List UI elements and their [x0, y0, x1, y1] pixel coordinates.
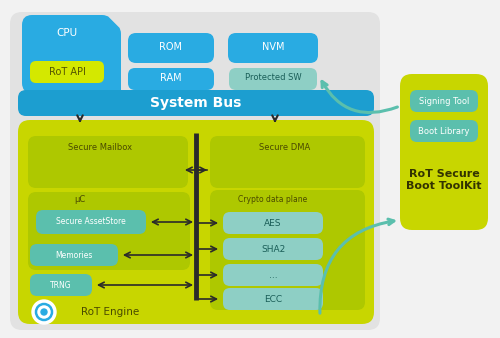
FancyBboxPatch shape	[30, 274, 92, 296]
Text: RoT Secure
Boot ToolKit: RoT Secure Boot ToolKit	[406, 169, 482, 191]
FancyBboxPatch shape	[28, 21, 118, 99]
Text: Signing Tool: Signing Tool	[419, 97, 469, 105]
Circle shape	[41, 309, 47, 315]
FancyBboxPatch shape	[228, 33, 318, 63]
Text: Crypto data plane: Crypto data plane	[238, 195, 308, 204]
FancyBboxPatch shape	[128, 68, 214, 90]
FancyBboxPatch shape	[128, 33, 214, 63]
FancyBboxPatch shape	[410, 90, 478, 112]
Text: ROM: ROM	[160, 42, 182, 52]
Text: Boot Library: Boot Library	[418, 126, 470, 136]
FancyBboxPatch shape	[223, 264, 323, 286]
FancyBboxPatch shape	[36, 210, 146, 234]
Text: TRNG: TRNG	[50, 281, 72, 290]
Text: ECC: ECC	[264, 294, 282, 304]
Text: NVM: NVM	[262, 42, 284, 52]
FancyBboxPatch shape	[400, 74, 488, 230]
Text: Memories: Memories	[56, 250, 92, 260]
Text: RoT Engine: RoT Engine	[81, 307, 139, 317]
FancyBboxPatch shape	[210, 190, 365, 310]
FancyBboxPatch shape	[30, 61, 104, 83]
Text: RAM: RAM	[160, 73, 182, 83]
FancyBboxPatch shape	[28, 192, 190, 270]
Text: Protected SW: Protected SW	[244, 73, 302, 82]
Text: Secure DMA: Secure DMA	[260, 144, 310, 152]
FancyBboxPatch shape	[25, 18, 115, 96]
FancyBboxPatch shape	[18, 90, 374, 116]
FancyBboxPatch shape	[22, 15, 112, 93]
Circle shape	[32, 300, 56, 324]
Text: CPU: CPU	[56, 28, 78, 38]
Text: System Bus: System Bus	[150, 96, 242, 110]
Text: ...: ...	[268, 270, 278, 280]
Text: RoT API: RoT API	[48, 67, 86, 77]
FancyBboxPatch shape	[31, 24, 121, 102]
FancyBboxPatch shape	[223, 288, 323, 310]
FancyBboxPatch shape	[223, 212, 323, 234]
Text: Secure Mailbox: Secure Mailbox	[68, 144, 132, 152]
FancyBboxPatch shape	[229, 68, 317, 90]
Text: Secure AssetStore: Secure AssetStore	[56, 217, 126, 226]
Text: µC: µC	[74, 195, 86, 204]
FancyBboxPatch shape	[410, 120, 478, 142]
Text: AES: AES	[264, 218, 282, 227]
FancyBboxPatch shape	[30, 244, 118, 266]
FancyBboxPatch shape	[10, 12, 380, 330]
FancyBboxPatch shape	[210, 136, 365, 188]
FancyBboxPatch shape	[28, 136, 188, 188]
FancyBboxPatch shape	[223, 238, 323, 260]
FancyBboxPatch shape	[18, 120, 374, 324]
Text: SHA2: SHA2	[261, 244, 285, 254]
